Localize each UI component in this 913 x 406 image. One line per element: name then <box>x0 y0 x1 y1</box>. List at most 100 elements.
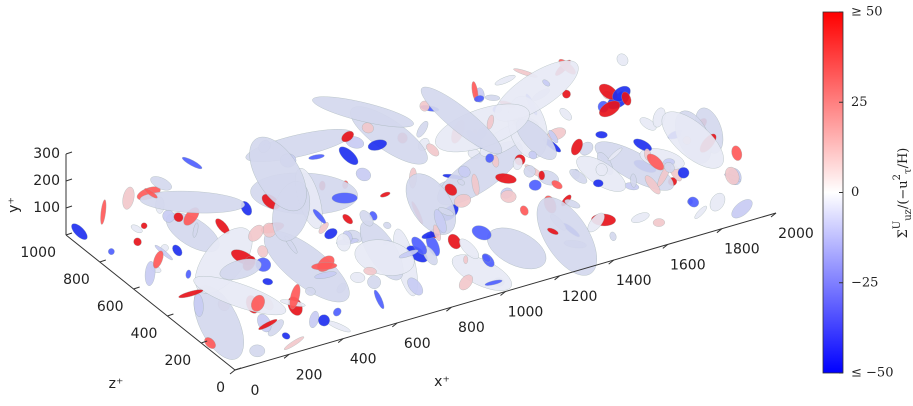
vortex-blob <box>664 162 675 173</box>
vortex-blob <box>484 94 501 101</box>
x-tick <box>608 259 615 265</box>
vortex-blob <box>519 205 529 216</box>
colorbar-label-part: uz <box>903 209 913 221</box>
vortex-blob <box>363 267 377 276</box>
colorbar-tick-label: 0 <box>851 185 859 200</box>
vortex-blob <box>314 271 337 279</box>
vortex-blob <box>571 138 583 156</box>
vortex-blob <box>122 186 135 210</box>
vortex-blob <box>593 179 604 188</box>
vortex-blob <box>486 114 494 130</box>
vortex-blob <box>312 209 326 224</box>
vortex-blob <box>373 289 385 310</box>
vortex-blob <box>311 262 338 271</box>
vortex-blob <box>616 53 629 66</box>
vortex-blob <box>609 231 617 241</box>
vortex-blob <box>725 166 740 185</box>
vortex-blob <box>494 75 516 86</box>
y-axis-label: y⁺ <box>6 197 22 213</box>
vortex-blob <box>267 319 284 337</box>
vortex-blob <box>661 111 724 169</box>
x-tick-label: 200 <box>296 367 323 383</box>
vortex-blob <box>595 131 608 139</box>
colorbar-tick-label: ≥ 50 <box>851 5 883 20</box>
z-tick-label: 400 <box>131 326 158 342</box>
vortex-blob <box>350 272 366 283</box>
vortex-blob <box>438 207 454 217</box>
colorbar-label-part: Σ <box>896 229 911 238</box>
x-tick <box>391 322 398 328</box>
vortex-blob <box>548 130 559 144</box>
vortex-blob <box>380 191 391 198</box>
vortex-blob <box>512 157 523 170</box>
vortex-blob <box>182 157 203 170</box>
x-tick-label: 1000 <box>508 305 544 321</box>
vortex-blob <box>474 95 485 103</box>
vortex-blob <box>551 180 563 190</box>
vortex-blob <box>433 209 447 234</box>
colorbar-tick-label: 25 <box>851 95 868 110</box>
vortex-blob <box>630 173 637 188</box>
z-tick-label: 200 <box>164 353 191 369</box>
vortex-blob <box>459 274 473 291</box>
vortex-blob <box>150 176 172 191</box>
isosurfaces <box>71 53 753 360</box>
x-tick <box>770 212 777 218</box>
vortex-blob <box>383 221 392 229</box>
vortex-blob <box>318 222 329 234</box>
vortex-blob <box>559 108 572 121</box>
vortex-blob <box>644 175 661 195</box>
vortex-blob <box>471 225 492 241</box>
vortex-blob <box>162 209 175 223</box>
vortex-blob <box>599 100 621 118</box>
y-tick-label: 200 <box>33 173 60 189</box>
vortex-blob <box>262 278 273 286</box>
vortex-blob <box>677 167 690 179</box>
vortex-blob <box>144 188 158 199</box>
vortex-blob <box>433 224 441 241</box>
vortex-blob <box>639 117 657 131</box>
vortex-blob <box>459 238 479 259</box>
y-tick <box>65 205 73 209</box>
vortex-blob <box>367 275 381 289</box>
x-tick-label: 400 <box>350 352 377 368</box>
x-tick <box>337 338 344 343</box>
vortex-blob <box>354 239 415 276</box>
vortex-blob <box>192 222 199 238</box>
vortex-blob <box>336 233 351 252</box>
vortex-blob <box>547 227 559 235</box>
vortex-blob <box>528 179 542 191</box>
colorbar-tick-label: ≤ −50 <box>851 366 893 381</box>
vortex-blob <box>457 179 465 186</box>
vortex-blob <box>100 199 107 225</box>
vortex-blob <box>248 224 264 242</box>
x-tick-label: 1800 <box>724 242 760 258</box>
x-tick <box>500 291 506 296</box>
vortex-blob <box>458 165 471 178</box>
z-tick <box>65 232 73 236</box>
vortex-blob <box>536 197 597 276</box>
z-tick-label: 800 <box>63 272 90 288</box>
vortex-blob <box>140 222 148 230</box>
vortex-blob <box>471 173 480 196</box>
y-tick <box>65 178 73 182</box>
vortex-blob <box>463 255 469 264</box>
vortex-blob <box>312 96 414 128</box>
vortex-blob <box>523 165 536 178</box>
vortex-blob <box>731 145 743 161</box>
vortex-blob <box>341 131 354 143</box>
vortex-blob <box>542 79 551 87</box>
vortex-blob <box>538 170 545 181</box>
colorbar-label-part: τ <box>903 168 913 174</box>
vortex-blob <box>453 194 471 208</box>
x-tick-label: 0 <box>251 383 260 399</box>
x-tick-label: 1400 <box>616 273 652 289</box>
vortex-blob <box>731 199 753 219</box>
colorbar-label-part: 2 <box>892 174 903 180</box>
x-tick-label: 2000 <box>778 226 814 242</box>
x-tick <box>554 275 560 281</box>
vortex-blob <box>420 86 503 155</box>
vortex-blob <box>367 139 388 151</box>
colorbar-tick-label: −25 <box>851 275 878 290</box>
